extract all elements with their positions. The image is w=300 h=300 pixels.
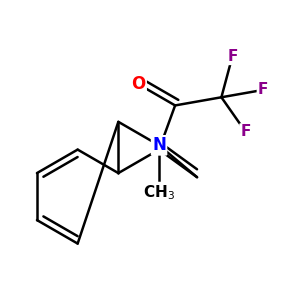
Text: F: F [241,124,251,140]
Text: N: N [152,136,166,154]
Text: CH$_3$: CH$_3$ [143,183,175,202]
Text: F: F [258,82,268,98]
Text: F: F [227,49,238,64]
Text: O: O [131,75,146,93]
